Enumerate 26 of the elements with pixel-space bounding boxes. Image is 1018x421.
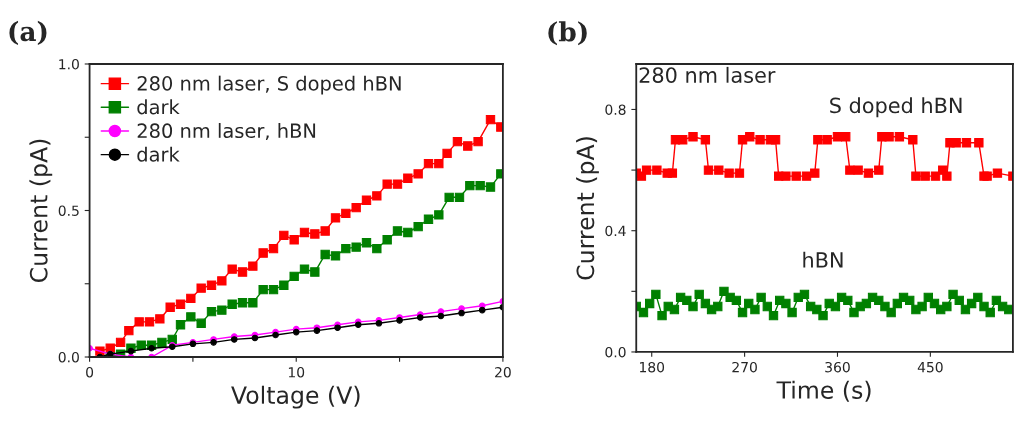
x-tick-label: 360 [825,361,850,373]
x-tick-label: 270 [732,361,757,373]
legend-label: 280 nm laser, S doped hBN [137,75,401,95]
x-axis-title: Voltage (V) [231,385,360,409]
x-tick-label: 20 [495,366,511,378]
annotation: 280 nm laser [639,66,776,83]
x-tick-label: 10 [288,366,305,378]
legend-label: dark [137,146,180,162]
y-axis-title: Current (pA) [29,139,53,283]
series-label: S doped hBN [830,97,962,118]
y-tick-label: 1.0 [59,58,79,70]
y-tick-label: 0.4 [605,225,626,237]
legend-label: 280 nm laser, hBN [137,123,316,141]
x-tick-label: 180 [640,361,665,373]
y-tick-label: 0.5 [58,205,79,216]
x-tick-label: 450 [917,361,943,373]
chart-title: (a) [9,20,47,46]
y-axis-title: Current (pA) [576,137,599,280]
y-tick-label: 0.8 [605,104,626,115]
y-tick-label: 0.0 [605,346,626,358]
chart-title: (b) [548,21,587,46]
x-tick-label: 0 [86,366,94,378]
legend-label: dark [137,99,180,115]
series-label: hBN [803,251,843,268]
y-tick-label: 0.0 [58,351,79,363]
x-axis-title: Time (s) [776,380,871,402]
